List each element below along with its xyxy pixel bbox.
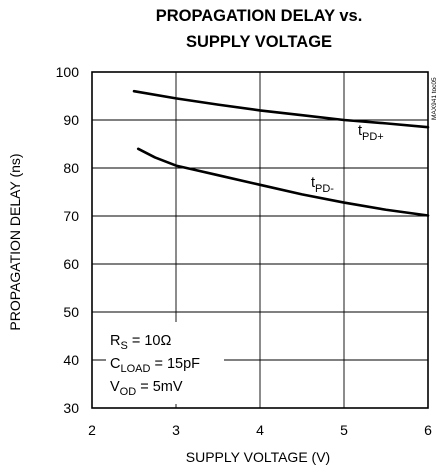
condition-cload: CLOAD = 15pF — [110, 356, 200, 375]
y-tick-label: 80 — [63, 160, 79, 176]
y-tick-label: 60 — [63, 256, 79, 272]
y-tick-label: 40 — [63, 352, 79, 368]
x-tick-label: 4 — [256, 422, 264, 438]
x-axis-label: SUPPLY VOLTAGE (V) — [186, 449, 330, 465]
x-tick-label: 6 — [424, 422, 432, 438]
series-label-tpd-minus: tPD- — [311, 175, 334, 195]
condition-vod: VOD = 5mV — [110, 379, 183, 398]
x-tick-label: 2 — [88, 422, 96, 438]
x-tick-labels: 2 3 4 5 6 — [88, 422, 432, 438]
plot-frame — [91, 71, 429, 409]
chart-title-line-2: SUPPLY VOLTAGE — [185, 33, 333, 51]
y-tick-label: 70 — [63, 208, 79, 224]
x-tick-label: 5 — [340, 422, 348, 438]
chart-title-line-1: PROPAGATION DELAY vs. — [155, 7, 363, 25]
y-axis-label: PROPAGATION DELAY (ns) — [7, 153, 23, 330]
y-tick-label: 90 — [63, 112, 79, 128]
y-tick-label: 50 — [63, 304, 79, 320]
y-tick-label: 30 — [63, 400, 79, 416]
series-line-tpd-minus — [136, 147, 430, 217]
y-tick-label: 100 — [56, 64, 80, 80]
series-lines — [132, 89, 430, 217]
y-tick-labels: 30 40 50 60 70 80 90 100 — [56, 64, 80, 416]
conditions-box — [106, 322, 224, 404]
condition-rs: RS = 10Ω — [110, 333, 171, 352]
series-label-tpd-plus: tPD+ — [358, 123, 384, 143]
figure-code: MAX941 toc05 — [431, 77, 438, 120]
series-line-tpd-plus — [132, 89, 430, 129]
x-tick-label: 3 — [172, 422, 180, 438]
